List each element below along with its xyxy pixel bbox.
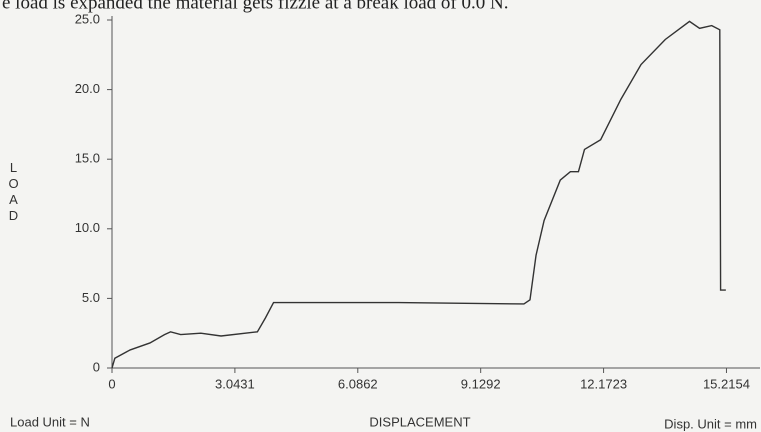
y-axis-label: LOAD <box>6 160 21 224</box>
caption-text: e load is expanded the material gets fiz… <box>2 0 508 13</box>
y-tick-label: 15.0 <box>75 151 100 166</box>
x-tick-label: 3.0431 <box>215 376 255 391</box>
y-tick-label: 20.0 <box>75 81 100 96</box>
disp-unit: Disp. Unit = mm <box>664 416 757 431</box>
x-tick-label: 12.1723 <box>580 376 627 391</box>
data-line <box>111 20 726 369</box>
y-tick-label: 25.0 <box>75 11 100 26</box>
x-tick-label: 6.0862 <box>338 376 378 391</box>
x-axis-label: DISPLACEMENT <box>369 414 470 429</box>
x-tick-label: 9.1292 <box>461 376 501 391</box>
y-tick-label: 0 <box>93 359 100 374</box>
load-unit: Load Unit = N <box>10 414 90 429</box>
x-tick-label: 0 <box>108 376 115 391</box>
y-tick-label: 5.0 <box>82 290 100 305</box>
y-tick-label: 10.0 <box>75 220 100 235</box>
x-tick-label: 15.2154 <box>703 376 750 391</box>
